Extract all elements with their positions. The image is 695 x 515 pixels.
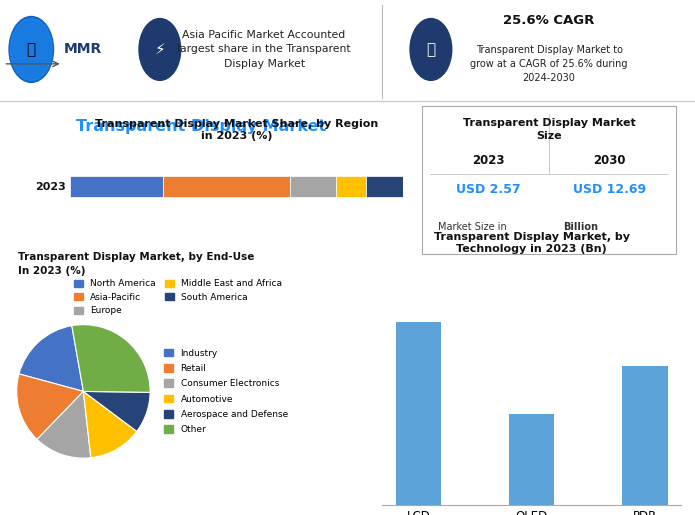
Bar: [163, 176, 290, 197]
Bar: [396, 321, 441, 505]
Text: Transparent Display Market: Transparent Display Market: [76, 118, 327, 134]
Title: Transparent Display Market, by
Technology in 2023 (Bn): Transparent Display Market, by Technolog…: [434, 232, 630, 254]
Bar: [336, 176, 366, 197]
Text: USD 2.57: USD 2.57: [456, 183, 521, 196]
Text: Market Size in: Market Size in: [438, 221, 509, 232]
Wedge shape: [17, 374, 83, 439]
Text: Transparent Display Market to
grow at a CAGR of 25.6% during
2024-2030: Transparent Display Market to grow at a …: [471, 45, 628, 83]
Title: Transparent Display Market Share, by Region
in 2023 (%): Transparent Display Market Share, by Reg…: [95, 119, 378, 141]
Text: 🔥: 🔥: [426, 42, 436, 57]
Text: Billion: Billion: [563, 221, 598, 232]
Wedge shape: [72, 324, 150, 392]
Circle shape: [9, 16, 54, 82]
Text: MMR: MMR: [64, 42, 102, 57]
Wedge shape: [83, 391, 137, 458]
Text: 🌍: 🌍: [26, 42, 36, 57]
Text: Transparent Display Market, by End-Use
In 2023 (%): Transparent Display Market, by End-Use I…: [18, 252, 254, 276]
Text: 2023: 2023: [35, 182, 66, 192]
Wedge shape: [37, 391, 91, 458]
Bar: [290, 176, 336, 197]
Text: Asia Pacific Market Accounted
largest share in the Transparent
Display Market: Asia Pacific Market Accounted largest sh…: [177, 30, 351, 69]
Text: 25.6% CAGR: 25.6% CAGR: [503, 14, 595, 27]
Text: 2030: 2030: [594, 153, 626, 167]
Bar: [622, 366, 667, 505]
Legend: North America, Asia-Pacific, Europe, Middle East and Africa, South America: North America, Asia-Pacific, Europe, Mid…: [74, 279, 282, 315]
Wedge shape: [19, 325, 83, 391]
Bar: [366, 176, 403, 197]
Text: ⚡: ⚡: [154, 42, 165, 57]
Bar: [509, 414, 555, 505]
Wedge shape: [83, 391, 150, 432]
Circle shape: [10, 19, 52, 80]
Text: Transparent Display Market
Size: Transparent Display Market Size: [463, 118, 635, 141]
Text: 2023: 2023: [472, 153, 505, 167]
Text: USD 12.69: USD 12.69: [573, 183, 646, 196]
Bar: [70, 176, 163, 197]
Circle shape: [139, 19, 181, 80]
Circle shape: [410, 19, 452, 80]
Legend: Industry, Retail, Consumer Electronics, Automotive, Aerospace and Defense, Other: Industry, Retail, Consumer Electronics, …: [164, 349, 288, 434]
FancyBboxPatch shape: [423, 106, 676, 254]
